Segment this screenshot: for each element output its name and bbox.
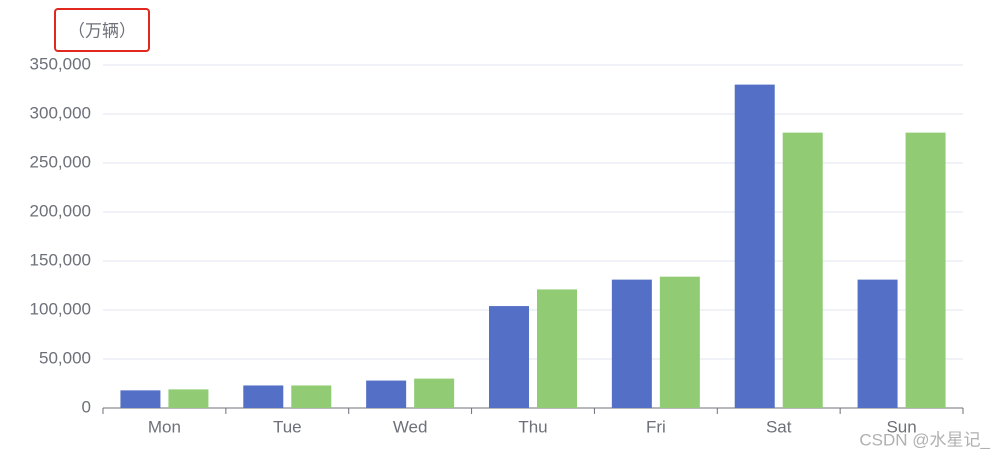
bar bbox=[782, 132, 823, 408]
bar bbox=[243, 385, 284, 408]
bar bbox=[611, 279, 652, 408]
x-tick-label: Tue bbox=[273, 417, 302, 436]
bar bbox=[366, 380, 407, 408]
bar bbox=[905, 132, 946, 408]
bar bbox=[659, 276, 700, 408]
y-tick-label: 300,000 bbox=[30, 103, 91, 122]
y-tick-label: 350,000 bbox=[30, 54, 91, 73]
bar bbox=[168, 389, 209, 408]
y-tick-label: 100,000 bbox=[30, 299, 91, 318]
unit-label: （万辆） bbox=[68, 21, 136, 40]
y-tick-label: 200,000 bbox=[30, 201, 91, 220]
bar bbox=[414, 378, 455, 408]
x-tick-label: Wed bbox=[393, 417, 428, 436]
bar bbox=[857, 279, 898, 408]
bar bbox=[734, 84, 775, 408]
x-tick-label: Sun bbox=[886, 417, 916, 436]
highlight-box bbox=[54, 8, 150, 52]
x-tick-label: Sat bbox=[766, 417, 792, 436]
bar bbox=[291, 385, 332, 408]
bar bbox=[489, 306, 529, 408]
bar bbox=[537, 289, 577, 408]
y-tick-label: 150,000 bbox=[30, 250, 91, 269]
bar bbox=[120, 390, 161, 408]
x-tick-label: Fri bbox=[646, 417, 666, 436]
watermark: CSDN @水星记_ bbox=[859, 430, 990, 449]
x-tick-label: Mon bbox=[148, 417, 181, 436]
y-tick-label: 50,000 bbox=[39, 348, 91, 367]
x-tick-label: Thu bbox=[518, 417, 547, 436]
y-tick-label: 250,000 bbox=[30, 152, 91, 171]
y-tick-label: 0 bbox=[82, 397, 91, 416]
